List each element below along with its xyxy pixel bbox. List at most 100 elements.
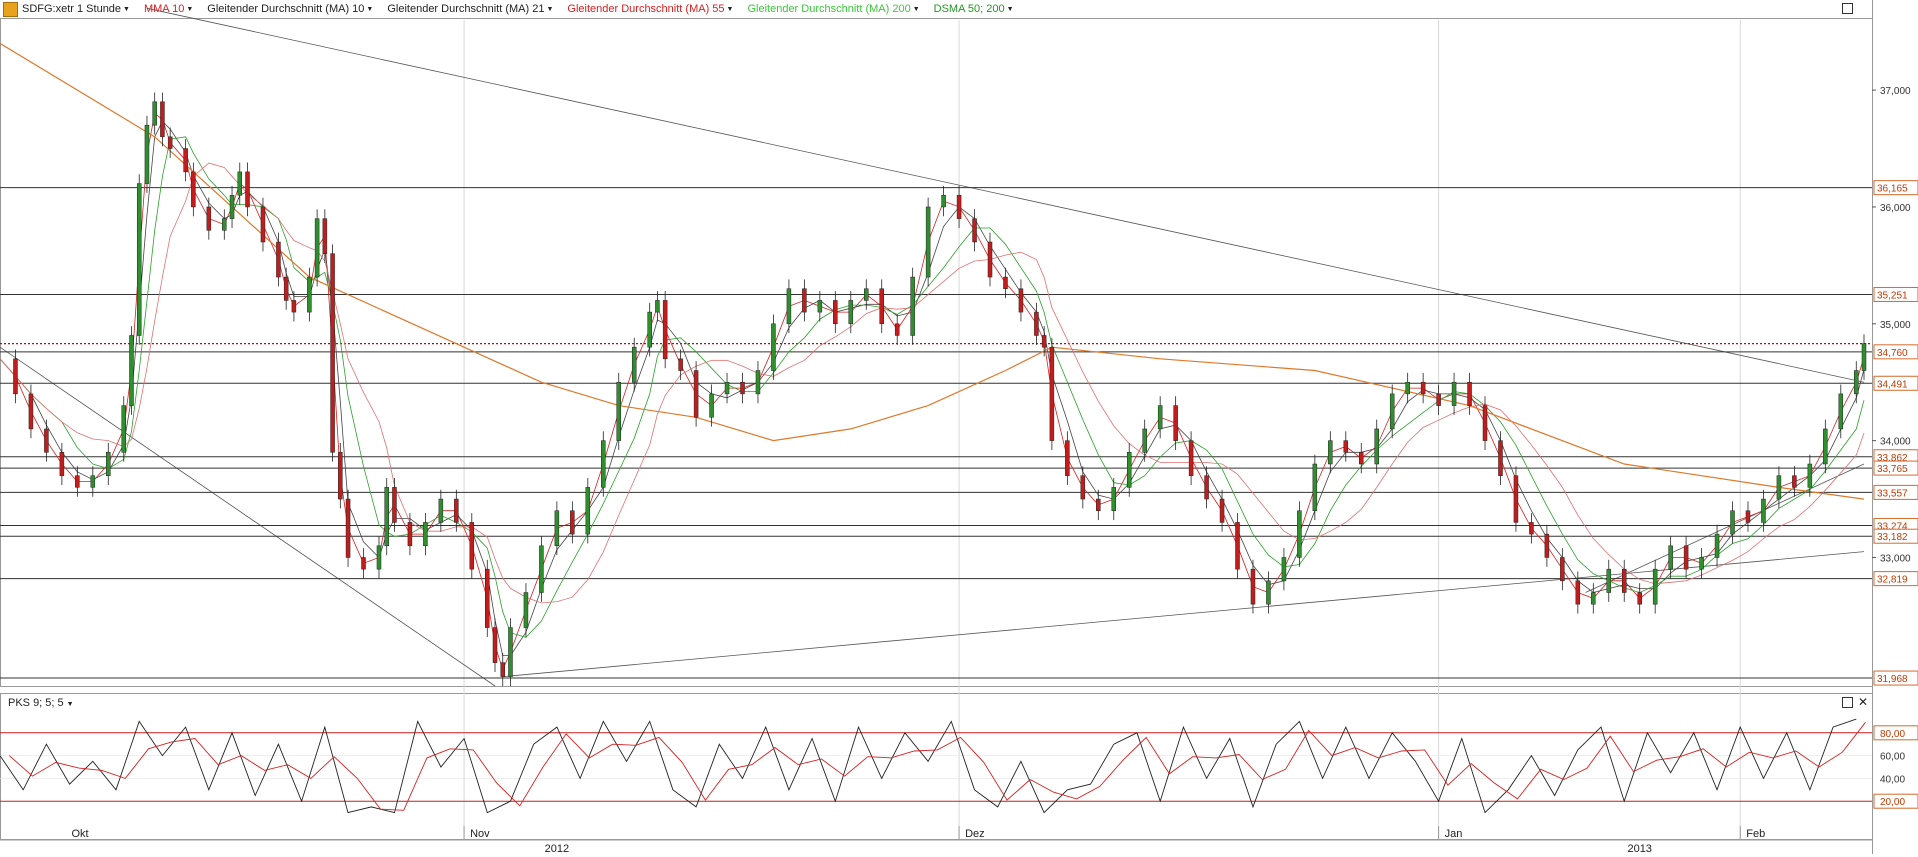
candle-body [361,557,366,570]
candle-body [539,545,544,593]
candle-body [631,346,637,383]
chevron-down-icon[interactable]: ▼ [546,5,554,13]
candle-body [469,522,475,570]
candle-body [941,195,946,208]
level-label: 33,274 [1877,521,1908,532]
trend-line [0,346,496,687]
legend-label: Gleitender Durchschnitt (MA) 55 [567,3,725,15]
candle-body [1049,346,1055,441]
candle-body [1420,381,1426,395]
symbol-selector[interactable]: SDFG:xetr 1 Stunde ▼ [22,3,130,15]
candle-body [1080,475,1086,500]
symbol-label: SDFG:xetr 1 Stunde [22,3,122,15]
legend-item-ma21[interactable]: Gleitender Durchschnitt (MA) 21 ▼ [387,3,553,15]
candle-body [237,171,243,196]
candle-body [330,253,335,453]
candle-body [106,452,111,476]
candle-body [1235,522,1240,570]
indicator-close-icon[interactable]: ✕ [1858,695,1869,709]
chevron-down-icon[interactable]: ▼ [1006,5,1014,13]
candle-body [523,592,529,628]
candle-body [972,218,977,243]
candle-body [1041,335,1047,348]
pks-band-tag [1873,793,1918,809]
level-label: 34,760 [1877,348,1908,359]
candle-body [144,124,150,184]
candle-body [160,101,165,138]
level-tag [1873,484,1918,500]
candle-body [1854,370,1859,395]
legend-item-dsma[interactable]: DSMA 50; 200 ▼ [934,3,1014,15]
chevron-down-icon[interactable]: ▼ [912,5,920,13]
level-tag [1873,670,1918,686]
candle-body [152,101,157,126]
candle-body [229,195,235,219]
legend-item-mma10[interactable]: MMA 10 ▼ [144,3,193,15]
month-label: Feb [1746,828,1765,840]
candle-body [392,487,397,523]
candle-body [245,171,250,208]
trend-line [146,7,1865,383]
candle-body [1297,510,1302,558]
candle-body [376,545,382,570]
pks-tick-label: 60,00 [1880,752,1905,763]
candle-body [407,522,413,547]
horizontal-levels [0,187,1872,679]
chart-legend: SDFG:xetr 1 Stunde ▼ MMA 10 ▼ Gleitender D… [22,1,1014,17]
candle-body [585,487,591,535]
legend-item-ma55[interactable]: Gleitender Durchschnitt (MA) 55 ▼ [567,3,733,15]
level-tag [1873,180,1918,196]
chevron-down-icon[interactable]: ▼ [726,5,734,13]
candle-body [508,627,513,677]
candle-body [655,300,660,313]
indicator-selector[interactable]: PKS 9; 5; 5 ▼ [8,697,74,709]
app-logo-icon[interactable] [3,2,18,17]
ma-200-line [0,42,1865,500]
legend-item-ma200[interactable]: Gleitender Durchschnitt (MA) 200 ▼ [747,3,919,15]
candle-body [276,241,281,278]
candle-body [1328,440,1333,465]
candle-body [910,276,915,336]
price-tick-label: 37,000 [1880,86,1911,97]
candle-body [1807,463,1813,488]
candle-body [291,300,297,313]
trend-lines [0,7,1865,687]
chevron-down-icon[interactable]: ▼ [366,5,374,13]
level-label: 36,165 [1877,184,1908,195]
pks-tick-label: 40,00 [1880,774,1905,785]
candle-body [1544,533,1550,558]
legend-label: DSMA 50; 200 [933,3,1005,15]
candle-body [1359,452,1364,465]
candle-body [1529,522,1534,535]
candle-body [1219,498,1225,523]
candle-body [1204,475,1209,500]
candle-body [833,300,838,325]
candle-body [1126,452,1132,488]
year-label: 2013 [1627,843,1651,854]
pks-tick-label: 20,00 [1880,797,1905,808]
candle-body [1173,405,1178,441]
candle-body [1591,592,1596,605]
candle-body [1621,568,1627,593]
candle-body [90,475,96,488]
level-label: 34,491 [1877,379,1908,390]
candle-body [864,288,869,301]
legend-item-ma10[interactable]: Gleitender Durchschnitt (MA) 10 ▼ [207,3,373,15]
trend-line [502,551,1865,678]
month-label: Jan [1445,828,1463,840]
candle-body [307,276,312,313]
month-label: Dez [965,828,985,840]
candle-body [1281,557,1287,582]
candle-body [384,487,389,547]
chevron-down-icon[interactable]: ▼ [66,701,74,708]
candle-body [1745,510,1751,523]
level-tag [1873,375,1918,391]
chevron-down-icon[interactable]: ▼ [186,5,194,13]
indicator-maximize-button[interactable] [1842,697,1853,708]
candle-body [59,452,65,476]
maximize-button[interactable] [1842,3,1853,14]
candle-body [724,381,730,395]
chevron-down-icon[interactable]: ▼ [123,5,130,13]
